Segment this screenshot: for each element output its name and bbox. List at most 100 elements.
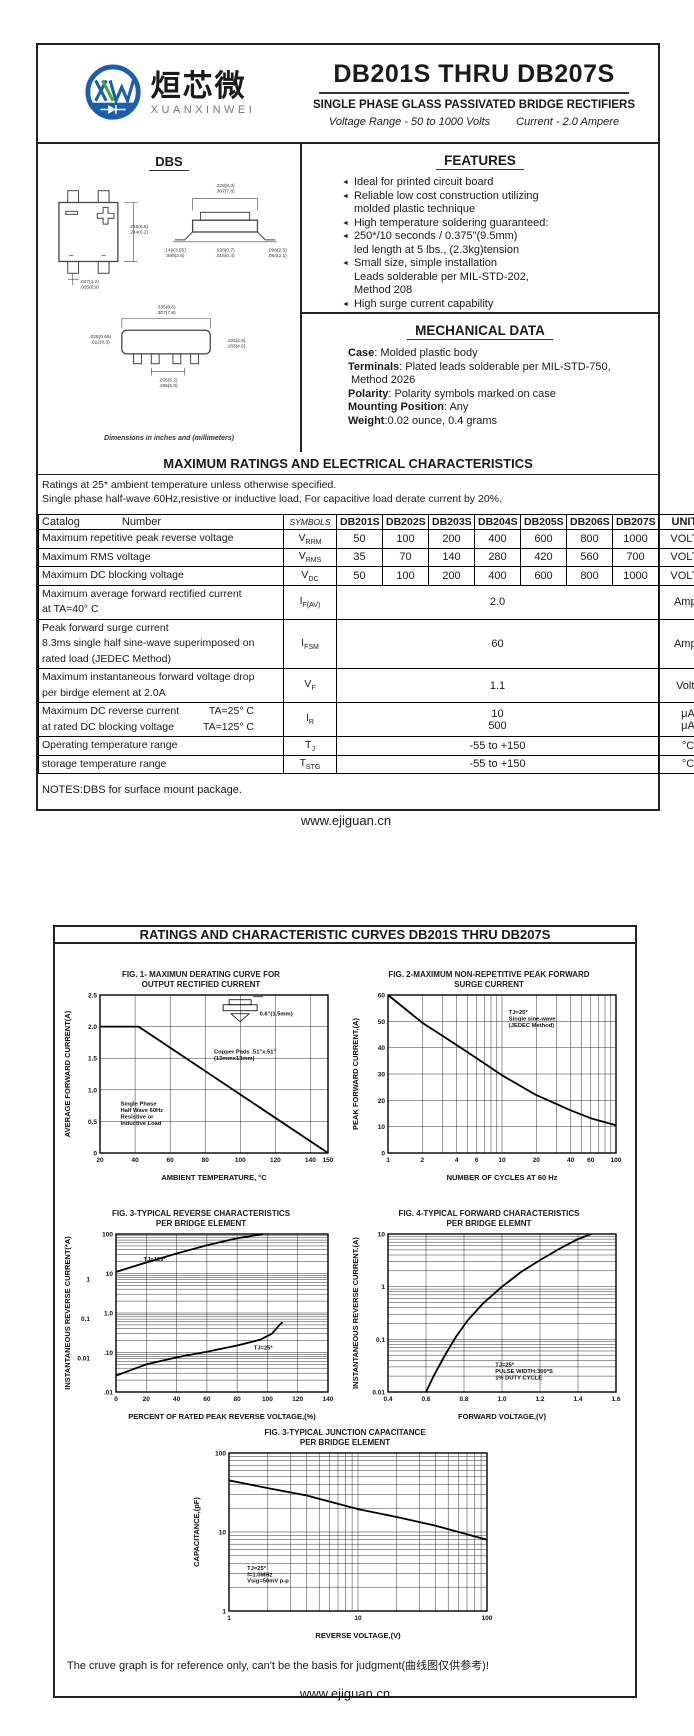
value-cell: 800	[566, 529, 613, 549]
mechanical-label: Weight	[348, 414, 385, 427]
feature-text-cont: molded plastic technique	[354, 203, 476, 215]
y-tick-label: .01	[104, 1390, 113, 1397]
parameter-line: Maximum instantaneous forward voltage dr…	[42, 670, 280, 686]
x-tick-label: 100	[482, 1615, 493, 1622]
voltage-range: Voltage Range - 50 to 1000 Volts	[328, 115, 491, 128]
table-row: Maximum repetitive peak reverse voltage V…	[38, 529, 694, 549]
y-axis-label: INSTANTANEOUS REVERSE CURRENT.(A)	[351, 1237, 360, 1389]
x-tick-label: 0.8	[459, 1396, 468, 1403]
svg-text:~: ~	[101, 251, 106, 261]
parameter-text: storage temperature range	[42, 757, 167, 770]
website-link[interactable]: www.ejiguan.cn	[300, 813, 392, 828]
website-link[interactable]: www.ejiguan.cn	[299, 1686, 391, 1701]
bullet-icon: ◄	[342, 300, 349, 308]
parameter-cell: Maximum RMS voltage	[38, 547, 284, 567]
mechanical-heading: MECHANICAL DATA	[407, 323, 553, 340]
right-column: FEATURES ◄ Ideal for printed circuit boar…	[302, 144, 658, 452]
feature-text: High temperature soldering guaranteed:	[353, 216, 549, 229]
charts-grid: FIG. 1- MAXIMUN DERATING CURVE FOR OUTPUT…	[55, 970, 635, 1643]
parameter-line: Operating temperature range	[42, 738, 280, 754]
value-cell: 200	[428, 529, 475, 549]
bullet-icon: ◄	[342, 233, 349, 240]
value-cell: -55 to +150	[336, 736, 659, 756]
dimension-label: .026(0.65) .012(0.3)	[89, 334, 111, 346]
value-cell: 600	[520, 529, 567, 549]
bullet-icon: ◄	[342, 192, 349, 200]
y-tick-label: 100	[215, 1451, 226, 1458]
chart-annotation: Resistive or	[121, 1114, 155, 1120]
x-tick-label: 120	[270, 1157, 281, 1164]
col-symbols: SYMBOLS	[283, 514, 337, 530]
y-tick-label: 10	[219, 1530, 227, 1537]
plot-border	[99, 994, 329, 1154]
curve-derating	[100, 1025, 329, 1154]
logo-chinese-name: 烜芯微	[150, 70, 247, 103]
mechanical-label: Terminals	[348, 360, 400, 373]
x-tick-label: 120	[292, 1396, 303, 1403]
x-tick-label: 60	[203, 1396, 211, 1403]
chart-annotation: Half Wave 60Hz	[121, 1108, 164, 1114]
mechanical-label: Polarity	[348, 387, 389, 400]
parameter-text: Maximum average forward rectified curren…	[42, 587, 242, 600]
y-tick-label: 20	[378, 1098, 386, 1105]
parameter-text: Peak forward surge current	[42, 621, 169, 634]
curve-capacitance	[228, 1479, 488, 1541]
y-tick-label: 2.5	[88, 993, 97, 1000]
feature-text-cont: Method 208	[354, 284, 413, 296]
col-device: DB207S	[612, 514, 659, 530]
chart-fig2: 1 2 4 6 10 20 40 60 100 0 10 20 30 40 50 60 TJ=25*Single…	[351, 993, 622, 1183]
parameter-line: storage temperature range	[42, 757, 280, 773]
y-tick-label: 1	[381, 1284, 385, 1291]
figure-fig4: FIG. 4-TYPICAL FORWARD CHARACTERISTICS PE…	[347, 1209, 631, 1424]
parameter-cell: Operating temperature range	[38, 736, 284, 756]
chart-annotation: (JEDEC Method)	[509, 1023, 554, 1029]
chart-annotation: Copper Pads .51"x.51"	[214, 1050, 276, 1056]
curve-forward	[425, 1233, 592, 1393]
value-cell: 10 500	[336, 702, 659, 737]
parameter-text: 8.3ms single half sine-wave superimposed…	[42, 637, 255, 649]
mechanical-row: Case: Molded plastic body	[348, 347, 478, 359]
x-axis-label: PERCENT OF RATED PEAK REVERSE VOLTAGE,(%…	[128, 1412, 316, 1421]
y-axis-label: INSTANTANEOUS REVERSE CURRENT(*A)	[63, 1236, 72, 1390]
y-tick-label: 0.1	[376, 1337, 385, 1344]
y-tick-label: 50	[378, 1019, 386, 1026]
figure-title: SURGE CURRENT	[454, 979, 524, 989]
col-device: DB205S	[520, 514, 567, 530]
dimension-label: .335(8.5) .307(7.8)	[156, 305, 176, 317]
ratings-table: Catalog Number SYMBOLS DB201S DB202S DB203S DB…	[38, 514, 694, 774]
mechanical-row-cont: Method 2026	[351, 374, 416, 386]
units-cell: °C	[658, 736, 694, 756]
package-drawing-section: DBS ~ ~ .256(6.5) .244(6.2)	[38, 144, 302, 452]
col-device: DB201S	[336, 514, 383, 530]
value-line: 10	[491, 707, 504, 720]
table-header-row: Catalog Number SYMBOLS DB201S DB202S DB203S DB…	[38, 514, 694, 530]
disclaimer-text: The cruve graph is for reference only, c…	[67, 1660, 489, 1672]
parameter-text: Maximum repetitive peak reverse voltage	[42, 532, 234, 544]
table-row: Maximum instantaneous forward voltage dr…	[38, 668, 694, 703]
col-device: DB203S	[428, 514, 475, 530]
figure-fig5: FIG. 3-TYPICAL JUNCTION CAPACITANCE PER B…	[55, 1428, 635, 1643]
value-cell: 560	[566, 547, 613, 567]
col-device: DB206S	[566, 514, 613, 530]
figure-fig1: FIG. 1- MAXIMUN DERATING CURVE FOR OUTPUT…	[59, 970, 343, 1185]
bullet-icon: ◄	[342, 260, 349, 267]
mechanical-row: Mounting Position: Any	[348, 401, 469, 413]
value-cell: 1.1	[336, 668, 659, 703]
dimension-label: .028(0.7) .016(0.4)	[215, 248, 235, 260]
parameter-line: per birdge element at 2.0A	[42, 686, 280, 702]
ratings-note-1: Ratings at 25* ambient temperature unles…	[42, 479, 337, 491]
parameter-text: at rated DC blocking voltage	[42, 720, 174, 733]
x-tick-label: 100	[235, 1157, 246, 1164]
main-section: DBS ~ ~ .256(6.5) .244(6.2)	[38, 144, 658, 452]
feature-item: ◄ 250*/10 seconds / 0.375"(9.5mm)	[342, 230, 658, 244]
symbol-cell: TSTG	[283, 754, 337, 774]
feature-item: ◄ Small size, simple installation	[342, 257, 658, 271]
chart-fig3: 0 20 40 60 80 100 120 140 100 10 1.0 .10 .01 1 0.1 0.01…	[63, 1232, 334, 1422]
x-tick-label: 140	[305, 1157, 316, 1164]
chart-fig4: 0.4 0.6 0.8 1.0 1.2 1.4 1.6 10 1 0.1 0.01 TJ=25*PUL…	[351, 1232, 621, 1422]
value-cell: 35	[336, 547, 383, 567]
logo-english-name: XUANXINWEI	[150, 104, 256, 116]
y-outer-tick-label: 0.01	[77, 1356, 90, 1363]
value-cell: 1000	[612, 529, 659, 549]
